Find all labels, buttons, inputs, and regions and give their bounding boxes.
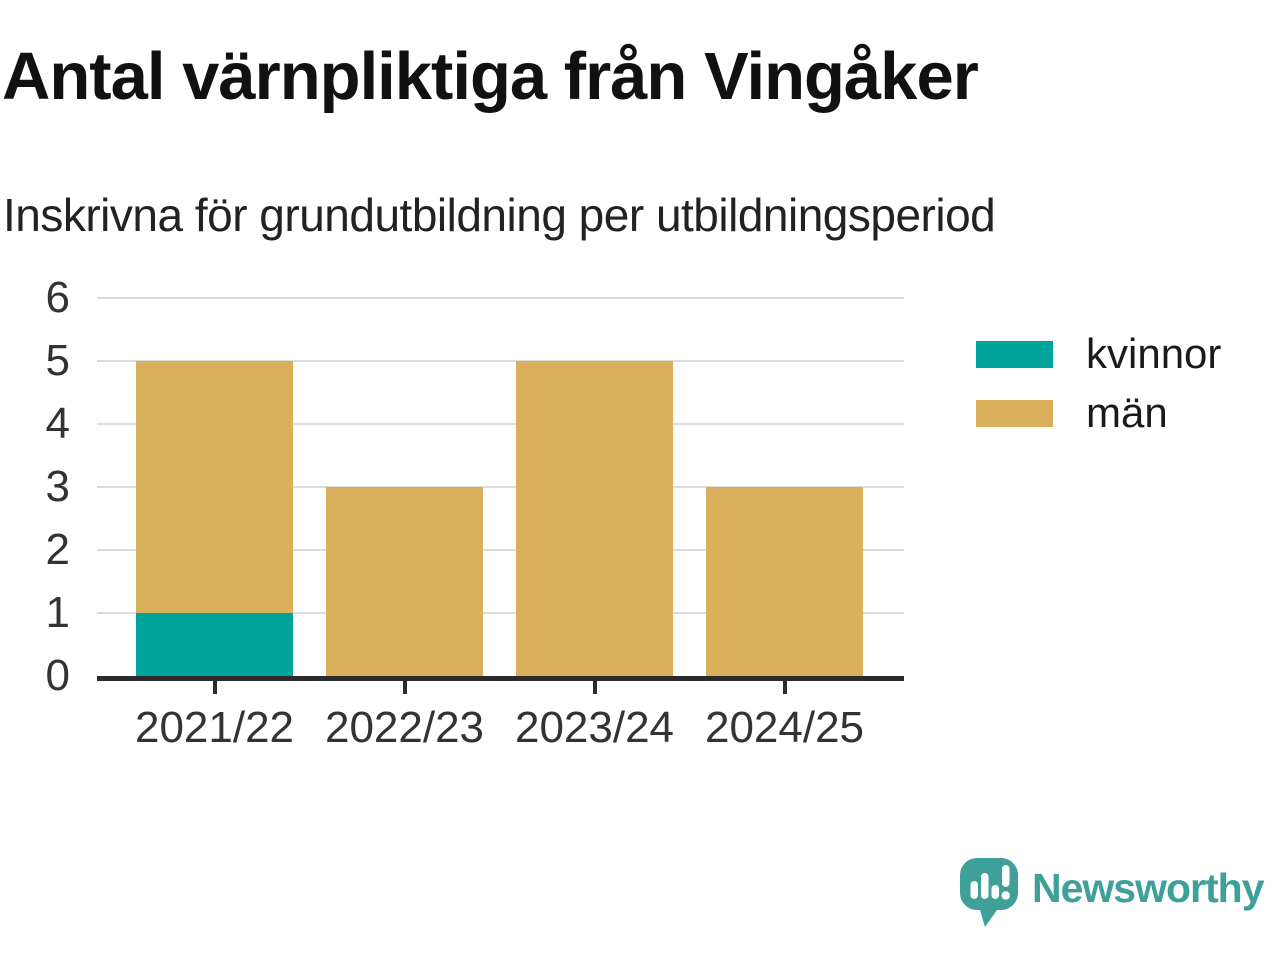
y-tick-label-5: 5: [45, 336, 70, 385]
y-tick-label-4: 4: [45, 399, 70, 448]
legend: kvinnor män: [976, 330, 1222, 436]
gridline-1: [97, 612, 904, 614]
gridline-4: [97, 423, 904, 425]
x-tick-2023/24: [592, 681, 597, 694]
bar-segment-män-2022/23: [326, 487, 483, 676]
legend-swatch-kvinnor: [976, 340, 1053, 368]
y-tick-label-6: 6: [45, 273, 70, 322]
bar-segment-män-2024/25: [706, 487, 863, 676]
legend-label-män: män: [1086, 389, 1168, 436]
gridline-5: [97, 360, 904, 362]
bar-segment-kvinnor-2021/22: [136, 613, 293, 676]
x-tick-2021/22: [212, 681, 217, 694]
legend-item-kvinnor: kvinnor: [976, 330, 1222, 377]
brand-logo: Newsworthy: [960, 858, 1264, 928]
x-tick-label-2023/24: 2023/24: [514, 703, 675, 752]
y-tick-label-0: 0: [45, 651, 70, 700]
x-tick-2024/25: [782, 681, 787, 694]
bar-segment-män-2023/24: [516, 361, 673, 676]
bar-segment-män-2021/22: [136, 361, 293, 613]
x-tick-2022/23: [402, 681, 407, 694]
y-tick-label-2: 2: [45, 525, 70, 574]
x-tick-label-2024/25: 2024/25: [704, 703, 865, 752]
gridline-3: [97, 486, 904, 488]
newsworthy-wordmark: Newsworthy: [1032, 865, 1264, 911]
gridline-6: [97, 297, 904, 299]
legend-item-män: män: [976, 389, 1221, 436]
x-tick-label-2022/23: 2022/23: [324, 703, 485, 752]
legend-swatch-män: [976, 399, 1053, 427]
chart-subtitle: Inskrivna för grundutbildning per utbild…: [3, 189, 996, 241]
gridline-2: [97, 549, 904, 551]
chart-title: Antal värnpliktiga från Vingåker: [2, 39, 979, 114]
x-axis-line: [97, 676, 904, 681]
legend-label-kvinnor: kvinnor: [1086, 330, 1222, 377]
y-tick-label-3: 3: [45, 462, 70, 511]
x-tick-label-2021/22: 2021/22: [134, 703, 295, 752]
newsworthy-logo-icon: [960, 858, 1018, 927]
y-tick-label-1: 1: [45, 588, 70, 637]
